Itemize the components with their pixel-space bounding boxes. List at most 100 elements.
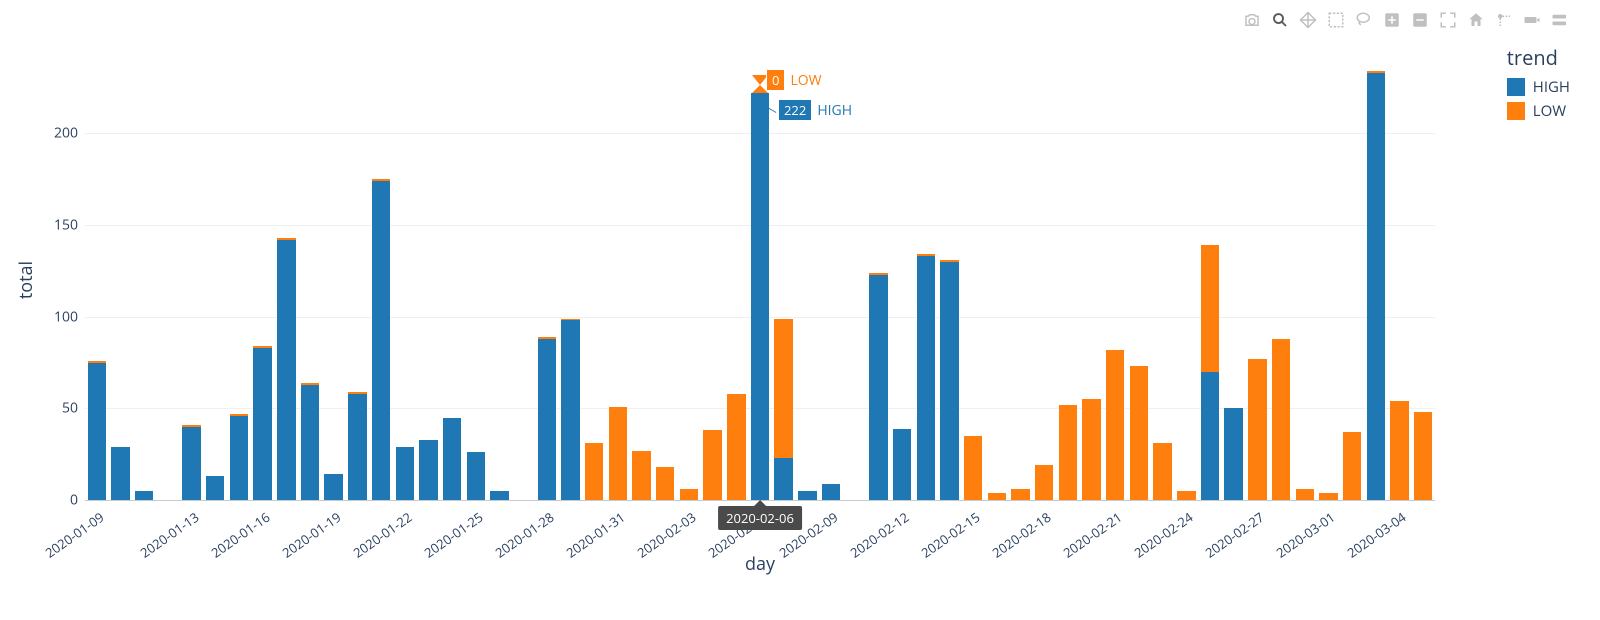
bar-slot[interactable]	[798, 60, 816, 500]
bar-slot[interactable]	[964, 60, 982, 500]
bar-slot[interactable]	[774, 60, 792, 500]
bar-segment-low	[1201, 245, 1219, 372]
bar-segment-high	[798, 491, 816, 500]
bar-segment-low	[182, 425, 200, 427]
bar-slot[interactable]	[277, 60, 295, 500]
autoscale-icon[interactable]	[1438, 10, 1458, 30]
bar-slot[interactable]	[940, 60, 958, 500]
hover-x-label: 2020-02-06	[718, 506, 802, 530]
compare-icon[interactable]	[1550, 10, 1570, 30]
bar-slot[interactable]	[561, 60, 579, 500]
bar-slot[interactable]	[396, 60, 414, 500]
bar-slot[interactable]	[632, 60, 650, 500]
bar-slot[interactable]	[893, 60, 911, 500]
bar-slot[interactable]	[1035, 60, 1053, 500]
bar-slot[interactable]	[1272, 60, 1290, 500]
x-tick: 2020-01-22	[349, 508, 415, 562]
bar-slot[interactable]	[1130, 60, 1148, 500]
bar-slot[interactable]	[917, 60, 935, 500]
bar-slot[interactable]	[1343, 60, 1361, 500]
y-tick: 200	[54, 124, 78, 143]
x-tick: 2020-02-27	[1202, 508, 1268, 562]
x-tick: 2020-02-24	[1131, 508, 1197, 562]
bar-slot[interactable]	[988, 60, 1006, 500]
bar-segment-high	[1367, 73, 1385, 500]
x-tick: 2020-03-01	[1273, 508, 1339, 562]
bar-slot[interactable]	[230, 60, 248, 500]
bar-slot[interactable]	[727, 60, 745, 500]
x-tick: 2020-02-03	[633, 508, 699, 562]
bar-slot[interactable]	[1201, 60, 1219, 500]
bar-slot[interactable]	[1011, 60, 1029, 500]
bar-segment-low	[1319, 493, 1337, 500]
bar-slot[interactable]	[609, 60, 627, 500]
bar-slot[interactable]	[348, 60, 366, 500]
bar-slot[interactable]	[135, 60, 153, 500]
bar-slot[interactable]	[1106, 60, 1124, 500]
bar-slot[interactable]	[1224, 60, 1242, 500]
bar-segment-high	[348, 394, 366, 500]
bar-segment-high	[277, 240, 295, 500]
bar-slot[interactable]	[419, 60, 437, 500]
lasso-icon[interactable]	[1354, 10, 1374, 30]
bar-slot[interactable]	[443, 60, 461, 500]
pan-icon[interactable]	[1298, 10, 1318, 30]
bar-slot[interactable]	[869, 60, 887, 500]
camera-icon[interactable]	[1242, 10, 1262, 30]
zoom-icon[interactable]	[1270, 10, 1290, 30]
bar-slot[interactable]	[846, 60, 864, 500]
bar-slot[interactable]	[182, 60, 200, 500]
bar-segment-high	[490, 491, 508, 500]
bar-slot[interactable]	[822, 60, 840, 500]
bar-slot[interactable]	[301, 60, 319, 500]
bar-slot[interactable]	[1248, 60, 1266, 500]
bar-slot[interactable]	[467, 60, 485, 500]
bar-segment-high	[372, 181, 390, 500]
legend-swatch	[1507, 102, 1525, 120]
bar-segment-low	[585, 443, 603, 500]
legend-item-low[interactable]: LOW	[1507, 101, 1570, 121]
bar-segment-low	[1082, 399, 1100, 500]
bar-segment-low	[1011, 489, 1029, 500]
bar-segment-high	[467, 452, 485, 500]
bar-slot[interactable]	[703, 60, 721, 500]
bar-slot[interactable]	[206, 60, 224, 500]
bar-slot[interactable]	[514, 60, 532, 500]
bar-slot[interactable]	[1296, 60, 1314, 500]
reset-icon[interactable]	[1466, 10, 1486, 30]
bar-slot[interactable]	[1414, 60, 1432, 500]
bar-slot[interactable]	[253, 60, 271, 500]
bar-slot[interactable]	[1319, 60, 1337, 500]
bar-slot[interactable]	[159, 60, 177, 500]
bar-slot[interactable]	[585, 60, 603, 500]
bar-slot[interactable]	[1059, 60, 1077, 500]
bar-segment-low	[964, 436, 982, 500]
bar-slot[interactable]	[372, 60, 390, 500]
y-tick: 50	[62, 399, 78, 418]
bar-slot[interactable]	[324, 60, 342, 500]
legend-item-high[interactable]: HIGH	[1507, 77, 1570, 97]
bar-slot[interactable]	[680, 60, 698, 500]
y-tick: 150	[54, 216, 78, 235]
toggle-spike-icon[interactable]	[1494, 10, 1514, 30]
bar-slot[interactable]	[751, 60, 769, 500]
bar-slot[interactable]	[1153, 60, 1171, 500]
bar-slot[interactable]	[1082, 60, 1100, 500]
bar-segment-low	[301, 383, 319, 385]
bar-slot[interactable]	[538, 60, 556, 500]
zoom-in-icon[interactable]	[1382, 10, 1402, 30]
bar-segment-high	[135, 491, 153, 500]
box-select-icon[interactable]	[1326, 10, 1346, 30]
bar-slot[interactable]	[490, 60, 508, 500]
bar-segment-high	[893, 429, 911, 501]
bar-slot[interactable]	[1367, 60, 1385, 500]
bar-slot[interactable]	[656, 60, 674, 500]
x-tick: 2020-02-12	[847, 508, 913, 562]
bar-slot[interactable]	[111, 60, 129, 500]
show-closest-icon[interactable]	[1522, 10, 1542, 30]
bar-slot[interactable]	[1390, 60, 1408, 500]
bar-slot[interactable]	[1177, 60, 1195, 500]
x-tick: 2020-01-09	[41, 508, 107, 562]
bar-slot[interactable]	[88, 60, 106, 500]
zoom-out-icon[interactable]	[1410, 10, 1430, 30]
